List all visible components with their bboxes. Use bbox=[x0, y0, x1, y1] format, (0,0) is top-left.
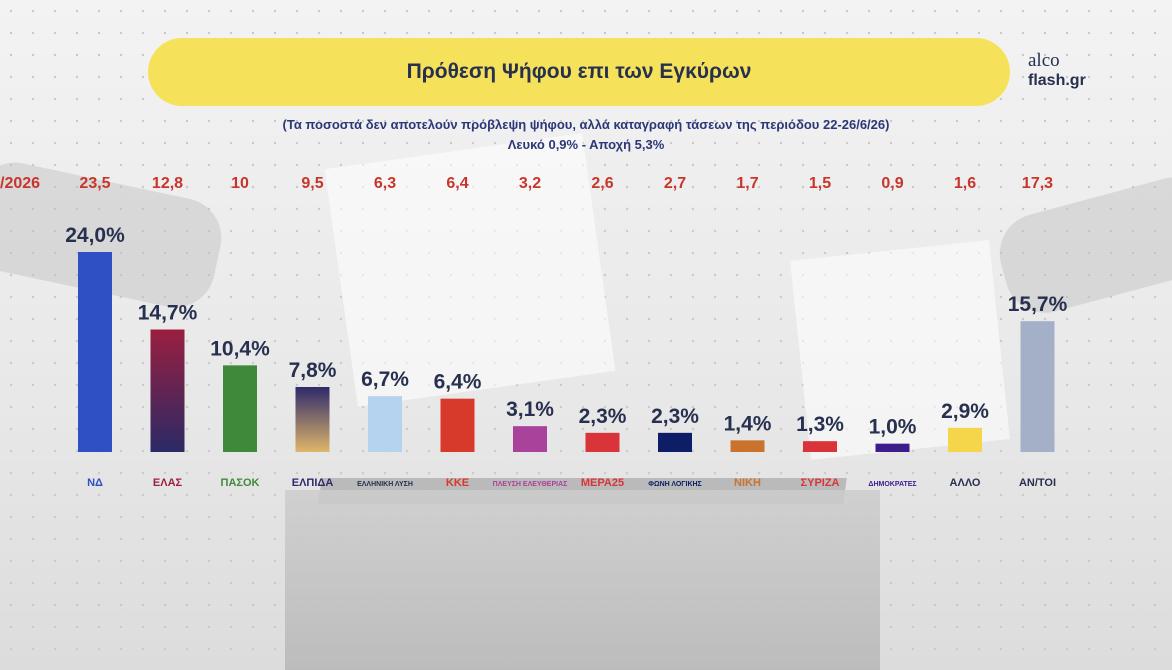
party-logo-7: ΠΛΕΥΣΗ ΕΛΕΥΘΕΡΙΑΣ bbox=[493, 481, 568, 488]
chart-title: Πρόθεση Ψήφου επι των Εγκύρων bbox=[406, 60, 752, 83]
value-label-3: 10,4% bbox=[210, 337, 270, 360]
previous-value-3: 10 bbox=[231, 175, 249, 192]
previous-value-2: 12,8 bbox=[152, 175, 183, 192]
previous-value-1: 23,5 bbox=[79, 175, 110, 192]
value-label-7: 3,1% bbox=[506, 398, 554, 421]
bar-8 bbox=[585, 432, 620, 452]
subtitle-blank-abstention: Λευκό 0,9% - Αποχή 5,3% bbox=[507, 137, 665, 152]
previous-value-12: 0,9 bbox=[881, 175, 903, 192]
previous-value-6: 6,4 bbox=[446, 175, 468, 192]
party-logo-6: ΚΚΕ bbox=[446, 477, 469, 489]
bar-10 bbox=[730, 440, 765, 452]
value-label-11: 1,3% bbox=[796, 413, 844, 436]
value-label-4: 7,8% bbox=[289, 359, 337, 382]
value-label-2: 14,7% bbox=[138, 302, 198, 325]
previous-value-10: 1,7 bbox=[736, 175, 758, 192]
previous-value-14: 17,3 bbox=[1022, 175, 1053, 192]
value-label-12: 1,0% bbox=[869, 416, 917, 439]
party-logo-12: ΔΗΜΟΚΡΑΤΕΣ bbox=[868, 481, 916, 488]
bar-7 bbox=[513, 426, 547, 452]
previous-period-label: /2026 bbox=[0, 175, 40, 192]
previous-value-9: 2,7 bbox=[664, 175, 686, 192]
party-logo-5: ΕΛΛΗΝΙΚΗ ΛΥΣΗ bbox=[357, 481, 413, 488]
bar-5 bbox=[368, 396, 402, 452]
bar-6 bbox=[440, 398, 475, 452]
bar-3 bbox=[223, 365, 257, 452]
value-label-8: 2,3% bbox=[579, 405, 627, 428]
party-logo-1: ΝΔ bbox=[87, 477, 103, 489]
party-logo-9: ΦΩΝΗ ΛΟΓΙΚΗΣ bbox=[648, 481, 702, 488]
party-logo-2: ΕΛΑΣ bbox=[153, 477, 183, 489]
subtitle-note: (Τα ποσοστά δεν αποτελούν πρόβλεψη ψήφου… bbox=[282, 117, 890, 132]
subtitle: (Τα ποσοστά δεν αποτελούν πρόβλεψη ψήφου… bbox=[0, 115, 1172, 155]
party-logo-13: ΑΛΛΟ bbox=[950, 477, 981, 489]
party-logo-4: ΕΛΠΙΔΑ bbox=[292, 477, 334, 489]
bar-13 bbox=[948, 427, 982, 452]
bar-2 bbox=[150, 329, 185, 452]
previous-value-4: 9,5 bbox=[301, 175, 323, 192]
title-banner: Πρόθεση Ψήφου επι των Εγκύρων bbox=[148, 38, 1010, 106]
bar-11 bbox=[803, 441, 837, 452]
previous-value-7: 3,2 bbox=[519, 175, 541, 192]
previous-value-8: 2,6 bbox=[591, 175, 613, 192]
value-label-10: 1,4% bbox=[724, 412, 772, 435]
brand-logo: alco flash.gr bbox=[1028, 50, 1086, 90]
bar-4 bbox=[295, 387, 330, 452]
value-label-14: 15,7% bbox=[1008, 293, 1068, 316]
value-label-13: 2,9% bbox=[941, 400, 989, 423]
bar-14 bbox=[1020, 321, 1055, 452]
party-logo-3: ΠΑΣΟΚ bbox=[221, 477, 260, 489]
value-label-6: 6,4% bbox=[434, 371, 482, 394]
previous-value-13: 1,6 bbox=[954, 175, 976, 192]
brand-domain: flash.gr bbox=[1028, 71, 1086, 89]
bar-12 bbox=[875, 443, 910, 452]
bar-1 bbox=[78, 252, 112, 452]
party-logo-14: ΑΝ/ΤΟΙ bbox=[1019, 477, 1056, 489]
party-logo-10: ΝΙΚΗ bbox=[734, 477, 761, 489]
value-label-1: 24,0% bbox=[65, 224, 125, 247]
brand-name: alco bbox=[1028, 50, 1060, 71]
bar-9 bbox=[658, 432, 692, 452]
party-logo-11: ΣΥΡΙΖΑ bbox=[801, 477, 840, 489]
party-logo-8: ΜΕΡΑ25 bbox=[581, 477, 624, 489]
ballot-box bbox=[285, 490, 880, 670]
previous-value-5: 6,3 bbox=[374, 175, 396, 192]
value-label-5: 6,7% bbox=[361, 368, 409, 391]
value-label-9: 2,3% bbox=[651, 405, 699, 428]
previous-value-11: 1,5 bbox=[809, 175, 831, 192]
